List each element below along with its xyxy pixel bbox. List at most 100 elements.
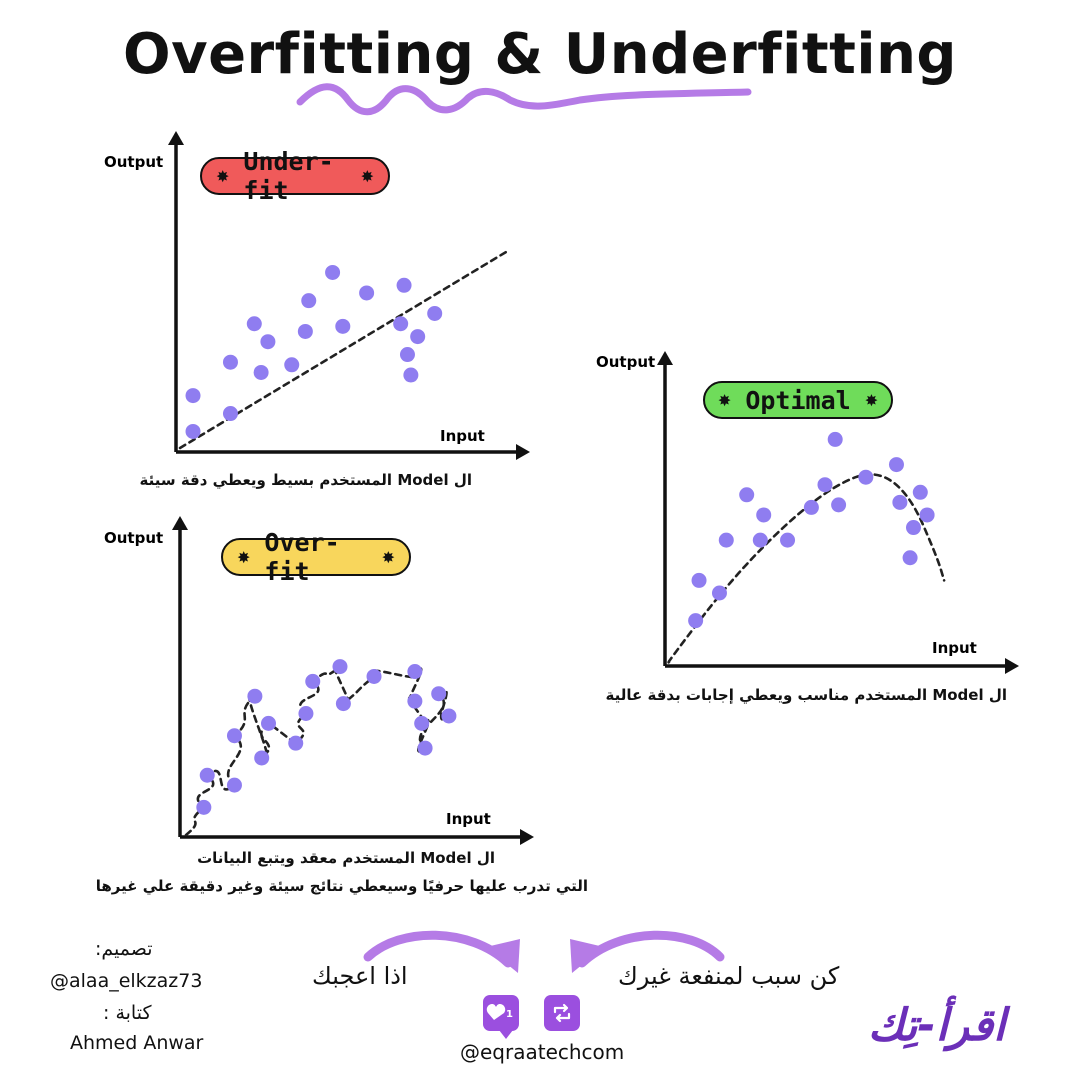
data-point	[739, 487, 755, 503]
be-useful-text: كن سبب لمنفعة غيرك	[618, 962, 840, 990]
asterisk-icon: ✸	[864, 390, 879, 410]
underfit-caption: ال Model المستخدم بسيط ويعطي دقة سيئة	[139, 471, 473, 489]
data-point	[827, 431, 843, 447]
asterisk-icon: ✸	[717, 390, 732, 410]
data-point	[222, 406, 238, 422]
overfit-caption-line-2: التي تدرب عليها حرفيًا وسيعطي نتائج سيئة…	[95, 877, 588, 895]
data-point	[691, 572, 707, 588]
data-point	[301, 293, 317, 309]
data-point	[888, 457, 904, 473]
like-count: 1	[506, 1009, 513, 1020]
data-point	[246, 316, 262, 332]
data-point	[407, 693, 423, 709]
data-point	[711, 585, 727, 601]
data-point	[305, 673, 321, 689]
heart-icon: 1	[486, 1004, 513, 1020]
x-axis-arrowhead	[516, 444, 530, 460]
optimal-plot: Output Input	[596, 351, 1019, 674]
y-axis-arrowhead	[168, 131, 184, 145]
page-title: Overfitting & Underfitting	[122, 22, 958, 87]
data-point	[288, 735, 304, 751]
data-point	[284, 357, 300, 373]
data-point	[359, 285, 375, 301]
x-axis-label: Input	[932, 639, 977, 657]
data-point	[892, 494, 908, 510]
overfit-plot: Output Input	[104, 516, 534, 845]
overfit-caption-line-1: ال Model المستخدم معقد ويتبع البيانات	[197, 849, 495, 867]
fit-line	[178, 250, 508, 450]
data-point	[919, 507, 935, 523]
data-point	[780, 532, 796, 548]
optimal-pill: ✸ Optimal ✸	[703, 381, 893, 419]
brand-logo: اقرأ-تِك	[868, 1000, 1006, 1051]
data-point	[831, 497, 847, 513]
underfit-pill: ✸ Under-fit ✸	[200, 147, 390, 205]
like-button[interactable]: 1	[483, 995, 519, 1031]
data-point	[905, 520, 921, 536]
data-point	[298, 706, 314, 721]
data-point	[196, 799, 212, 815]
writing-label: كتابة :	[103, 1002, 152, 1024]
data-point	[332, 659, 348, 675]
data-point	[297, 323, 313, 339]
if-you-like-text: اذا اعجبك	[312, 962, 408, 990]
y-axis-label: Output	[104, 529, 163, 547]
data-point	[417, 740, 433, 756]
data-point	[399, 347, 415, 363]
data-point	[407, 664, 423, 680]
data-point	[414, 715, 430, 731]
x-axis-label: Input	[446, 810, 491, 828]
underfit-pill-label: Under-fit	[243, 147, 334, 205]
data-point	[858, 469, 874, 485]
fit-line	[184, 662, 451, 837]
share-button[interactable]	[544, 995, 580, 1031]
data-point	[410, 329, 426, 345]
optimal-pill-label: Optimal	[745, 385, 851, 415]
y-axis-label: Output	[596, 353, 655, 371]
data-point	[199, 767, 215, 783]
data-point	[803, 499, 819, 515]
data-point	[335, 318, 351, 334]
data-point	[756, 507, 772, 523]
data-point	[396, 277, 412, 293]
data-point	[325, 264, 341, 280]
data-point	[335, 696, 351, 712]
data-point	[261, 715, 277, 731]
x-axis-label: Input	[440, 427, 485, 445]
data-point	[185, 388, 201, 404]
y-axis-label: Output	[104, 153, 163, 171]
left-curved-arrow-icon	[363, 930, 520, 973]
like-bubble-tail	[499, 1030, 513, 1039]
x-axis-arrowhead	[1005, 658, 1019, 674]
data-point	[441, 708, 457, 724]
data-point	[254, 750, 270, 766]
data-point	[260, 334, 276, 350]
design-label: تصميم:	[95, 938, 153, 960]
data-point	[718, 532, 734, 548]
data-point	[366, 668, 382, 684]
data-point	[393, 316, 409, 332]
overfit-pill: ✸ Over-fit ✸	[221, 528, 411, 586]
account-handle[interactable]: @eqraatechcom	[460, 1040, 625, 1064]
writing-name: Ahmed Anwar	[70, 1032, 204, 1054]
data-point	[247, 688, 263, 704]
title-underline-squiggle	[296, 83, 752, 116]
asterisk-icon: ✸	[237, 547, 251, 567]
data-point	[226, 777, 242, 793]
underfit-plot: Output Input	[104, 131, 530, 460]
optimal-caption: ال Model المستخدم مناسب ويعطي إجابات بدق…	[605, 686, 1007, 704]
data-point	[253, 364, 269, 380]
x-axis-arrowhead	[520, 829, 534, 845]
y-axis-arrowhead	[657, 351, 673, 365]
data-point	[688, 613, 704, 629]
right-curved-arrow-icon	[570, 930, 725, 973]
data-point	[185, 423, 201, 439]
asterisk-icon: ✸	[381, 547, 395, 567]
data-point	[902, 550, 918, 566]
data-point	[222, 354, 238, 370]
asterisk-icon: ✸	[216, 166, 230, 186]
overfit-pill-label: Over-fit	[264, 528, 340, 586]
design-handle[interactable]: @alaa_elkzaz73	[50, 970, 203, 992]
data-point	[752, 532, 768, 548]
data-point	[403, 367, 419, 383]
